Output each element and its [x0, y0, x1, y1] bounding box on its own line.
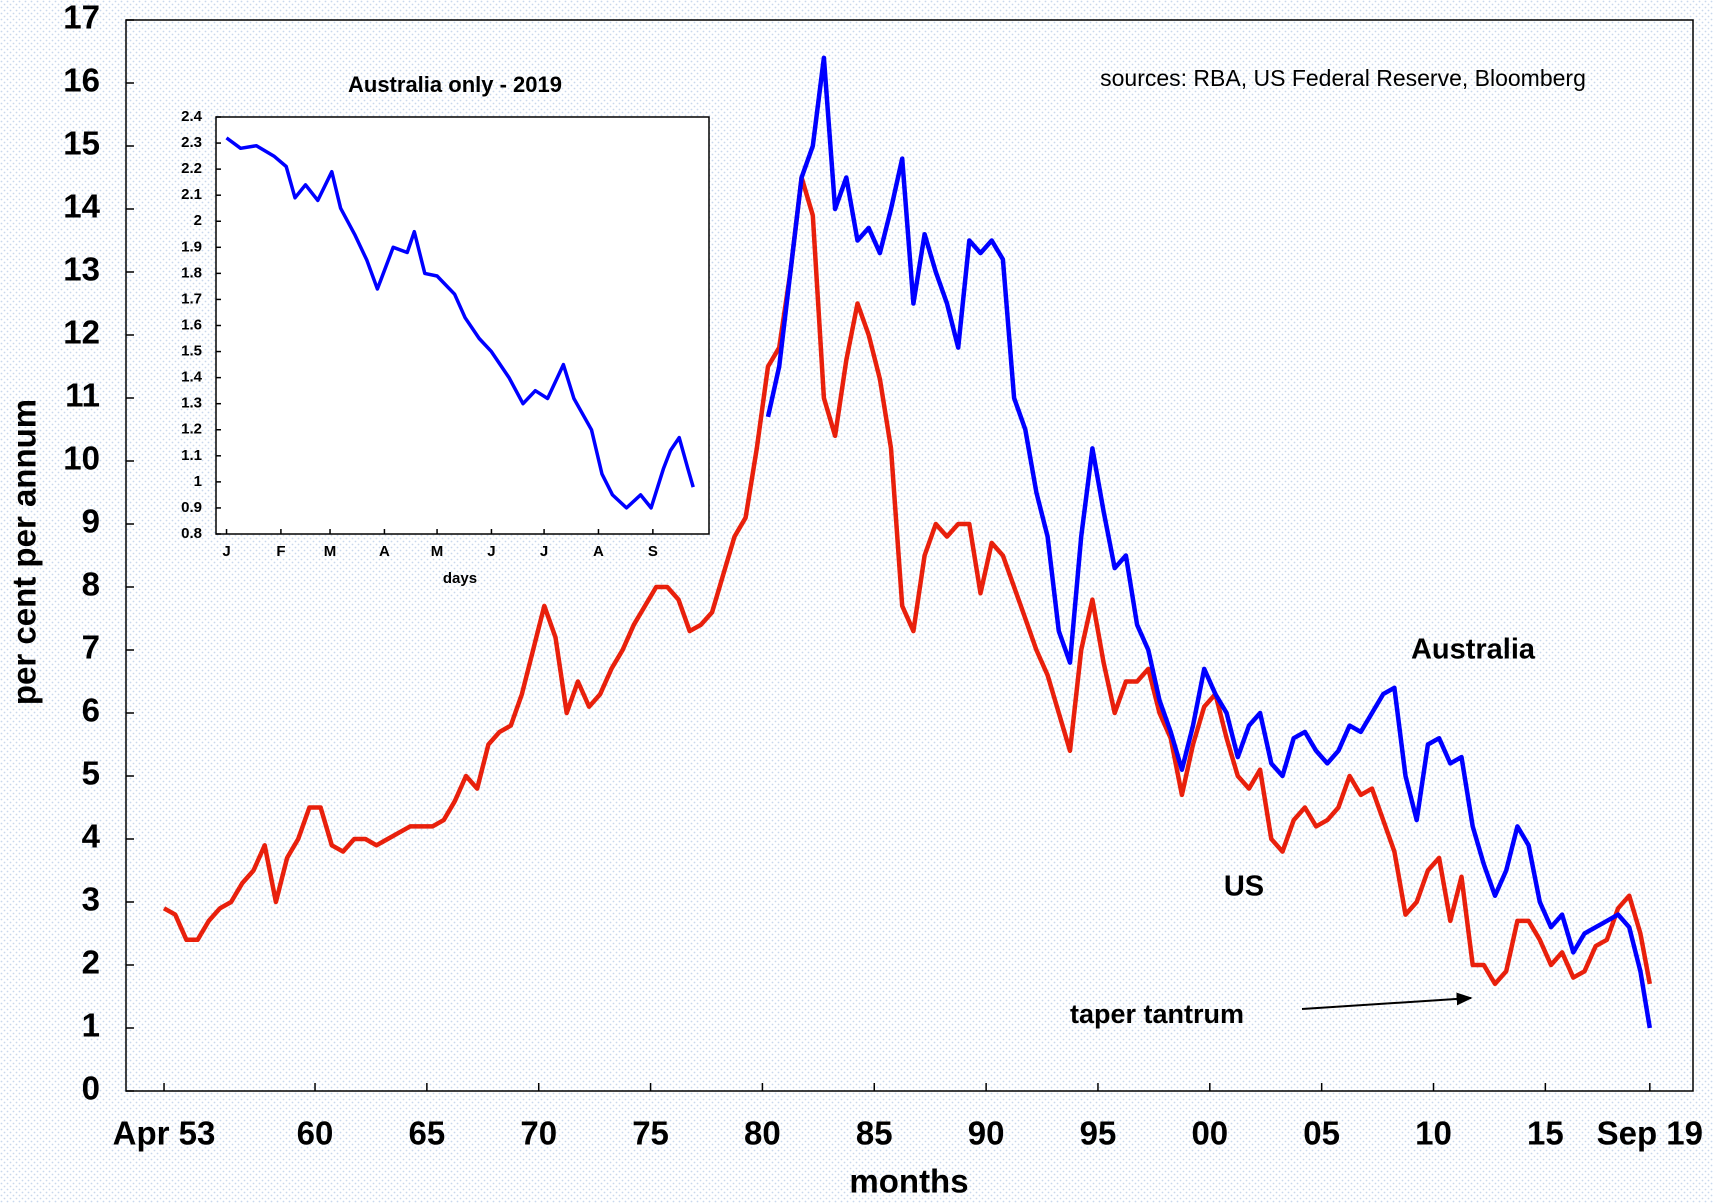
x-tick-label: 85: [856, 1115, 893, 1152]
y-tick-label: 12: [63, 314, 100, 351]
y-tick-label: 15: [63, 125, 100, 162]
y-tick-label: 4: [82, 818, 101, 855]
x-tick-label: 00: [1191, 1115, 1228, 1152]
x-tick-label: 95: [1080, 1115, 1117, 1152]
data-line: [765, 55, 1653, 1029]
x-tick-label: F: [276, 543, 285, 560]
x-tick-label: 15: [1527, 1115, 1564, 1152]
x-tick-label: M: [431, 543, 444, 560]
y-tick-label: 1.1: [181, 447, 202, 464]
y-tick-label: 0.9: [181, 499, 202, 516]
data-line: [225, 136, 695, 510]
x-tick-label: J: [222, 543, 230, 560]
x-tick-label: S: [648, 543, 658, 560]
y-tick-label: 0.8: [181, 525, 202, 542]
inset-x-axis-label: days: [443, 570, 477, 587]
y-tick-label: 0: [82, 1070, 100, 1107]
plot-frame: [125, 19, 1694, 1092]
y-tick-label: 2.2: [181, 160, 202, 177]
y-tick-label: 2.1: [181, 186, 202, 203]
x-tick-label: 75: [632, 1115, 669, 1152]
y-tick-label: 1: [194, 473, 202, 490]
sources-note: sources: RBA, US Federal Reserve, Bloomb…: [1100, 65, 1586, 91]
y-tick-label: 1.8: [181, 264, 202, 281]
x-tick-label: J: [487, 543, 495, 560]
y-tick-label: 8: [82, 566, 100, 603]
x-tick-label: 60: [297, 1115, 334, 1152]
y-tick-label: 10: [63, 440, 100, 477]
y-tick-label: 3: [82, 881, 100, 918]
y-tick-label: 13: [63, 251, 100, 288]
y-tick-label: 16: [63, 62, 100, 99]
y-tick-label: 1.7: [181, 290, 202, 307]
x-axis-label: months: [849, 1163, 968, 1200]
x-tick-label: 10: [1415, 1115, 1452, 1152]
y-tick-label: 1.3: [181, 395, 202, 412]
y-tick-label: 2.4: [181, 108, 203, 125]
y-tick-label: 11: [65, 377, 100, 414]
y-tick-label: 14: [63, 188, 100, 225]
y-tick-label: 1.2: [181, 421, 202, 438]
x-tick-label: Apr 53: [113, 1115, 216, 1152]
x-tick-label: A: [379, 543, 390, 560]
x-tick-label: 70: [520, 1115, 557, 1152]
y-tick-label: 1.9: [181, 238, 202, 255]
inset-title: Australia only - 2019: [348, 72, 562, 97]
y-tick-label: 2: [82, 944, 100, 981]
data-line: [162, 175, 1653, 987]
x-tick-label: Sep 19: [1597, 1115, 1703, 1152]
y-tick-label: 17: [63, 0, 100, 36]
annotation: taper tantrum: [1070, 999, 1244, 1029]
x-tick-label: 80: [744, 1115, 781, 1152]
y-axis-label: per cent per annum: [6, 399, 43, 705]
x-tick-label: J: [540, 543, 548, 560]
x-tick-label: 05: [1303, 1115, 1340, 1152]
y-tick-label: 5: [82, 755, 100, 792]
y-tick-label: 9: [82, 503, 100, 540]
y-tick-label: 2: [194, 212, 202, 229]
series-label: US: [1224, 871, 1264, 903]
y-tick-label: 1.5: [181, 343, 202, 360]
annotation-arrow: [1301, 992, 1473, 1010]
x-tick-label: 65: [409, 1115, 446, 1152]
y-tick-label: 1: [82, 1007, 100, 1044]
y-tick-label: 1.4: [181, 369, 203, 386]
y-tick-label: 1.6: [181, 316, 202, 333]
y-tick-label: 6: [82, 692, 100, 729]
x-tick-label: M: [324, 543, 337, 560]
y-tick-label: 2.3: [181, 134, 202, 151]
x-tick-label: 90: [968, 1115, 1005, 1152]
y-tick-label: 7: [82, 629, 100, 666]
series-label: Australia: [1411, 634, 1536, 666]
x-tick-label: A: [593, 543, 604, 560]
inset-frame: [215, 116, 710, 535]
